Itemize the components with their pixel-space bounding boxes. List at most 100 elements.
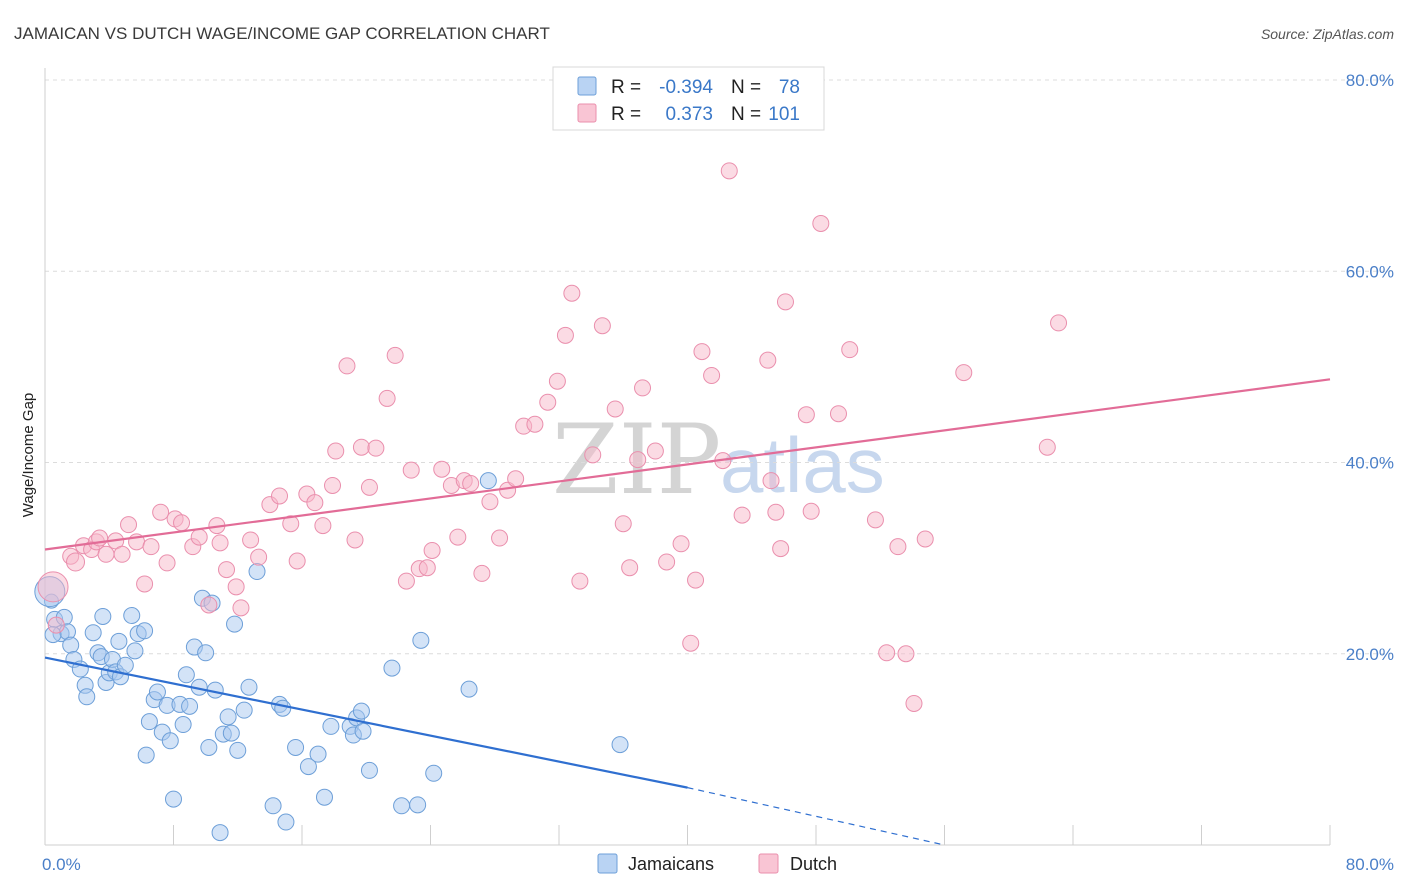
data-point-dutch bbox=[687, 571, 705, 589]
data-point-dutch bbox=[200, 596, 218, 614]
data-point-dutch bbox=[829, 405, 847, 423]
y-tick-labels: 20.0% 40.0% 60.0% 80.0% bbox=[1346, 71, 1394, 664]
watermark-atlas-text: atlas bbox=[720, 421, 885, 509]
data-point-dutch bbox=[97, 545, 115, 563]
trend-line-jamaicans bbox=[44, 656, 688, 789]
data-point-dutch bbox=[1050, 314, 1068, 332]
data-point-jamaicans bbox=[322, 717, 340, 735]
data-point-dutch bbox=[563, 284, 581, 302]
chart-title: JAMAICAN VS DUTCH WAGE/INCOME GAP CORREL… bbox=[14, 24, 550, 43]
data-point-dutch bbox=[593, 317, 611, 335]
data-point-dutch bbox=[776, 293, 794, 311]
data-point-dutch bbox=[242, 531, 260, 549]
data-point-dutch bbox=[759, 351, 777, 369]
legend-r-value-dutch: 0.373 bbox=[665, 104, 713, 125]
data-point-dutch bbox=[812, 214, 830, 232]
data-point-jamaicans bbox=[222, 724, 240, 742]
data-point-dutch bbox=[314, 517, 332, 535]
bottom-legend-swatch-jamaicans bbox=[597, 853, 618, 874]
data-point-dutch bbox=[218, 561, 236, 579]
data-point-dutch bbox=[449, 528, 467, 546]
data-point-jamaicans bbox=[393, 797, 411, 815]
data-point-jamaicans bbox=[315, 788, 333, 806]
data-point-jamaicans bbox=[177, 666, 195, 684]
legend-n-label-dutch: N = bbox=[731, 104, 761, 125]
data-point-dutch bbox=[682, 634, 700, 652]
data-point-jamaicans bbox=[299, 758, 317, 776]
data-point-dutch bbox=[672, 535, 690, 553]
axes bbox=[44, 68, 1331, 846]
series-legend: Jamaicans Dutch bbox=[597, 853, 837, 874]
data-point-dutch bbox=[327, 442, 345, 460]
data-point-jamaicans bbox=[309, 745, 327, 763]
data-point-dutch bbox=[955, 364, 973, 382]
data-point-dutch bbox=[232, 599, 250, 617]
data-point-jamaicans bbox=[412, 631, 430, 649]
data-point-dutch bbox=[142, 538, 160, 556]
x-tick-labels: 0.0% 80.0% bbox=[42, 855, 1394, 874]
data-point-jamaicans bbox=[479, 472, 497, 490]
data-point-jamaicans bbox=[409, 796, 427, 814]
data-point-jamaicans bbox=[425, 764, 443, 782]
data-point-jamaicans bbox=[94, 607, 112, 625]
data-point-jamaicans bbox=[123, 607, 141, 624]
data-point-dutch bbox=[606, 400, 624, 418]
y-tick-label: 60.0% bbox=[1346, 262, 1394, 281]
data-point-jamaicans bbox=[360, 761, 378, 779]
data-point-dutch bbox=[507, 470, 525, 488]
data-point-dutch bbox=[841, 341, 859, 359]
bottom-legend-label-jamaicans: Jamaicans bbox=[628, 854, 714, 874]
legend-r-value-jamaicans: -0.394 bbox=[659, 77, 713, 98]
data-point-dutch bbox=[767, 503, 785, 521]
data-point-dutch bbox=[481, 493, 499, 511]
data-point-dutch bbox=[120, 516, 138, 534]
data-point-dutch bbox=[37, 571, 69, 603]
legend-r-label-jamaicans: R = bbox=[611, 77, 641, 98]
data-point-dutch bbox=[720, 162, 738, 180]
trend-line-dutch bbox=[44, 378, 1331, 551]
data-point-dutch bbox=[646, 442, 664, 460]
data-point-dutch bbox=[250, 548, 268, 566]
data-point-dutch bbox=[211, 534, 229, 552]
data-point-dutch bbox=[397, 572, 415, 590]
data-point-dutch bbox=[288, 552, 306, 570]
data-point-dutch bbox=[629, 451, 647, 469]
data-point-dutch bbox=[152, 503, 170, 521]
data-point-dutch bbox=[526, 415, 544, 433]
data-point-dutch bbox=[473, 564, 491, 582]
data-point-dutch bbox=[733, 506, 751, 524]
series-dutch-points bbox=[37, 162, 1068, 712]
data-point-jamaicans bbox=[264, 797, 282, 815]
data-point-dutch bbox=[47, 616, 65, 634]
data-point-dutch bbox=[173, 514, 191, 532]
x-tick-label: 0.0% bbox=[42, 855, 81, 874]
data-point-jamaicans bbox=[219, 708, 237, 726]
data-point-dutch bbox=[916, 530, 934, 548]
data-point-dutch bbox=[338, 357, 356, 375]
data-point-jamaicans bbox=[274, 699, 292, 717]
bottom-legend-swatch-dutch bbox=[758, 853, 779, 874]
data-point-jamaicans bbox=[383, 659, 401, 677]
y-tick-label: 40.0% bbox=[1346, 454, 1394, 473]
data-point-jamaicans bbox=[229, 741, 247, 759]
correlation-legend: R = -0.394 N = 78 R = 0.373 N = 101 bbox=[552, 66, 825, 131]
y-tick-label: 20.0% bbox=[1346, 645, 1394, 664]
data-point-dutch bbox=[113, 545, 131, 563]
data-point-jamaicans bbox=[197, 644, 215, 662]
legend-r-label-dutch: R = bbox=[611, 104, 641, 125]
data-point-jamaicans bbox=[62, 636, 80, 654]
data-point-dutch bbox=[190, 528, 208, 546]
data-point-jamaicans bbox=[161, 732, 179, 750]
data-point-dutch bbox=[386, 346, 404, 364]
data-point-dutch bbox=[866, 511, 884, 529]
data-point-jamaicans bbox=[277, 813, 295, 831]
data-point-dutch bbox=[634, 379, 652, 397]
legend-n-value-jamaicans: 78 bbox=[779, 77, 800, 98]
data-point-jamaicans bbox=[174, 716, 192, 734]
data-point-jamaicans bbox=[140, 713, 158, 731]
data-point-jamaicans bbox=[235, 701, 253, 719]
data-point-dutch bbox=[548, 372, 566, 390]
data-point-dutch bbox=[367, 439, 385, 457]
data-point-dutch bbox=[658, 553, 676, 571]
